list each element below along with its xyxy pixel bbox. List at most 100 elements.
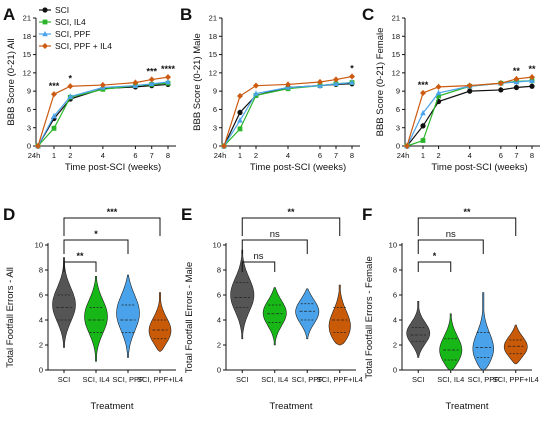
- significance-label: ns: [253, 251, 263, 262]
- data-point: [529, 83, 535, 89]
- y-tick-label: 18: [392, 32, 400, 41]
- legend-item: SCI: [39, 5, 69, 15]
- data-point: [148, 80, 155, 87]
- x-tick-label: SCI, IL4: [82, 375, 109, 384]
- significance-label: **: [528, 64, 536, 74]
- y-tick-label: 21: [209, 14, 217, 23]
- data-point: [420, 110, 426, 116]
- legend-marker: [42, 31, 48, 37]
- x-tick-label: 8: [530, 151, 534, 160]
- y-tick-label: 21: [392, 14, 400, 23]
- violin-shape: [295, 288, 320, 340]
- y-tick-label: 8: [217, 266, 221, 275]
- x-axis-title: Time post-SCI (weeks): [65, 162, 161, 173]
- y-tick-label: 8: [39, 266, 43, 275]
- y-tick-label: 0: [217, 366, 221, 375]
- x-tick-label: 2: [68, 151, 72, 160]
- data-point: [349, 79, 355, 85]
- significance-label: **: [287, 207, 295, 217]
- significance-label: ****: [161, 64, 176, 74]
- significance-bracket: [241, 261, 276, 272]
- x-tick-label: SCI, PPF+IL4: [137, 375, 183, 384]
- x-tick-label: 4: [468, 151, 472, 160]
- data-point: [237, 126, 243, 132]
- y-tick-label: 4: [393, 316, 397, 325]
- panel-letter: A: [3, 5, 15, 24]
- data-point: [466, 82, 473, 89]
- y-tick-label: 3: [396, 123, 400, 132]
- legend-label: SCI, PPF: [55, 29, 90, 39]
- y-tick-label: 4: [217, 316, 221, 325]
- data-point: [349, 73, 355, 80]
- x-tick-label: 6: [133, 151, 137, 160]
- y-axis-title: BBB Score (0-21) Male: [192, 33, 203, 131]
- data-point: [420, 123, 426, 129]
- data-point: [529, 74, 535, 81]
- y-tick-label: 6: [396, 105, 400, 114]
- x-tick-label: 24h: [28, 151, 41, 160]
- violin-shape: [116, 274, 140, 358]
- y-tick-label: 6: [213, 105, 217, 114]
- y-tick-label: 4: [39, 316, 43, 325]
- y-tick-label: 15: [209, 50, 217, 59]
- y-tick-label: 18: [23, 32, 31, 41]
- y-tick-label: 2: [393, 341, 397, 350]
- significance-label: ***: [107, 207, 118, 217]
- violin-shape: [503, 324, 528, 365]
- legend-item: SCI, IL4: [39, 17, 86, 27]
- y-tick-label: 3: [27, 123, 31, 132]
- y-tick-label: 6: [39, 291, 43, 300]
- x-tick-label: SCI, IL4: [437, 375, 464, 384]
- significance-bracket: [63, 261, 97, 272]
- y-axis-title: BBB Score (0-21) All: [6, 38, 17, 125]
- significance-label: ns: [446, 229, 456, 240]
- x-tick-label: 4: [286, 151, 290, 160]
- y-tick-label: 0: [27, 142, 31, 151]
- data-point: [333, 80, 339, 87]
- violin-shape: [472, 292, 494, 371]
- x-tick-label: 7: [150, 151, 154, 160]
- violin-shape: [328, 284, 351, 346]
- legend-item: SCI, PPF: [39, 29, 90, 39]
- data-point: [165, 74, 171, 81]
- y-axis-title: Total Footfall Errors - Male: [184, 262, 195, 373]
- x-tick-label: 8: [166, 151, 170, 160]
- y-tick-label: 12: [209, 68, 217, 77]
- x-tick-label: 2: [254, 151, 258, 160]
- panel-letter: B: [180, 5, 192, 24]
- data-point: [253, 82, 259, 89]
- significance-bracket: [241, 217, 341, 236]
- data-point: [51, 91, 57, 98]
- data-point: [404, 143, 410, 149]
- data-point: [497, 80, 504, 87]
- panel-letter: F: [362, 205, 372, 224]
- panel-letter: C: [362, 5, 374, 24]
- data-point: [529, 77, 535, 83]
- legend-label: SCI, IL4: [55, 17, 86, 27]
- y-tick-label: 8: [393, 266, 397, 275]
- x-axis-title: Treatment: [446, 401, 489, 412]
- significance-label: *: [350, 64, 354, 74]
- y-tick-label: 0: [39, 366, 43, 375]
- y-tick-label: 18: [209, 32, 217, 41]
- y-tick-label: 10: [389, 241, 397, 250]
- legend-marker: [42, 7, 48, 13]
- y-tick-label: 6: [217, 291, 221, 300]
- x-tick-label: SCI, IL4: [261, 375, 288, 384]
- x-tick-label: 6: [499, 151, 503, 160]
- legend-marker: [42, 43, 48, 49]
- legend: SCI SCI, IL4 SCI, PPF SCI, PPF + IL4: [39, 5, 112, 51]
- x-tick-label: SCI: [236, 375, 249, 384]
- significance-label: ***: [49, 81, 60, 91]
- x-tick-label: 1: [52, 151, 56, 160]
- data-point: [253, 90, 259, 96]
- x-axis-title: Time post-SCI (weeks): [431, 162, 527, 173]
- data-point: [237, 117, 243, 123]
- data-point: [436, 93, 441, 99]
- legend-marker: [42, 19, 48, 25]
- panel-letter: E: [181, 205, 192, 224]
- series-line: [223, 82, 353, 147]
